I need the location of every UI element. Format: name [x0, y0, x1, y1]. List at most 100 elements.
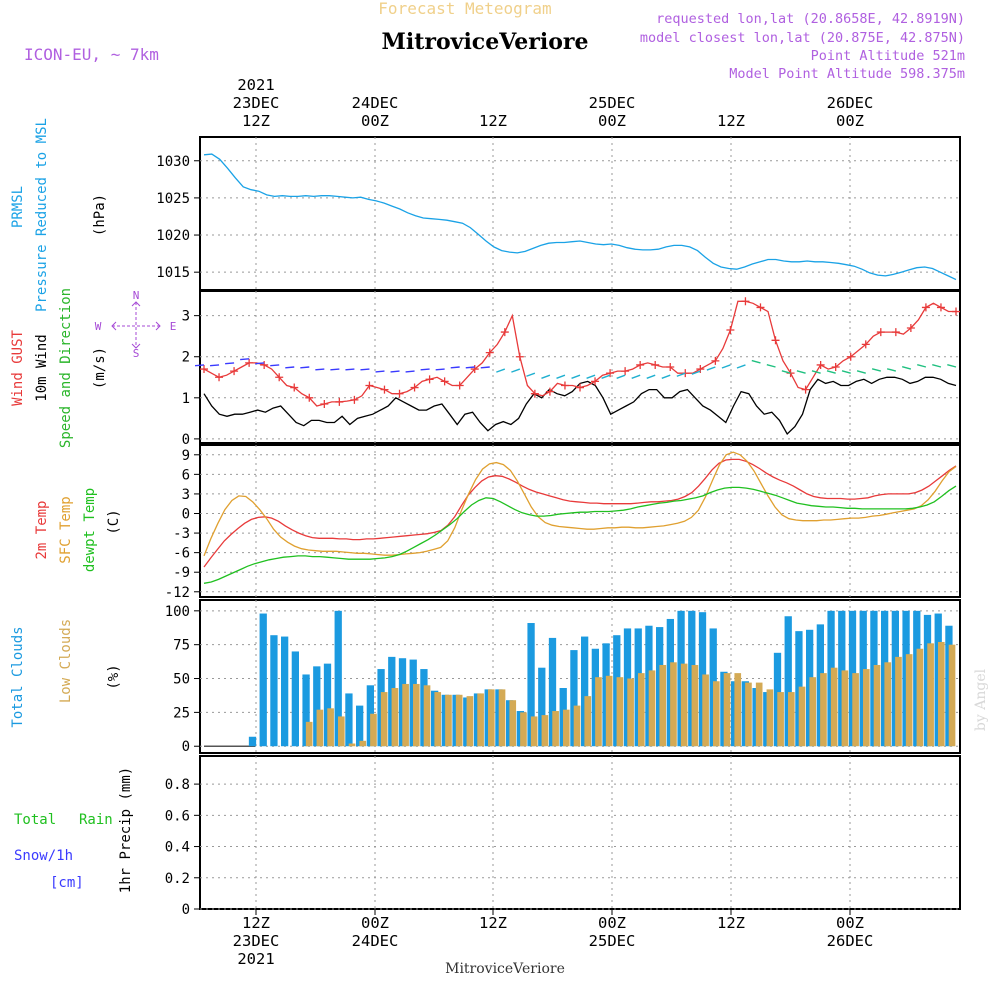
low-cloud-bar — [841, 670, 849, 747]
ytick-label: -12 — [165, 585, 190, 601]
wind-direction-arrow — [225, 362, 235, 365]
wind-direction-arrow — [435, 368, 445, 371]
gust-marker — [846, 352, 855, 361]
bottom-time-label: 24DEC — [352, 932, 399, 950]
wind-direction-arrow — [480, 366, 490, 369]
wind-direction-arrow — [210, 364, 220, 367]
rain-label: Rain — [79, 812, 113, 828]
wind-direction-arrow — [856, 370, 866, 374]
ytick-label: 1 — [182, 391, 190, 407]
total-cloud-bar — [548, 637, 557, 747]
bottom-time-label: 12Z — [242, 914, 270, 932]
wind-direction-arrow — [330, 368, 340, 371]
low-cloud-bar — [830, 667, 838, 747]
gust-marker — [530, 389, 539, 398]
wind-direction-arrow — [886, 368, 897, 372]
wind-speed-line — [203, 376, 957, 436]
low-cloud-bar — [755, 682, 763, 747]
wind-direction-arrow — [691, 370, 701, 375]
low-cloud-bar — [809, 677, 817, 747]
wind-direction-arrow — [270, 364, 280, 367]
gust-marker — [906, 323, 915, 332]
ytick-label: 3 — [182, 309, 190, 325]
ytick-label: 100 — [165, 604, 190, 620]
low-cloud-bar — [530, 716, 538, 747]
wind-direction-arrow — [345, 368, 355, 371]
wind-direction-arrow — [586, 374, 596, 379]
gust-marker — [200, 365, 208, 374]
snow-unit-label: [cm] — [50, 875, 84, 891]
location-title: MitroviceVeriore — [382, 29, 589, 55]
low-cloud-bar — [734, 673, 742, 747]
low-cloud-bar — [541, 715, 549, 747]
low-cloud-bar — [713, 681, 720, 747]
precip-panel-label: Total Rain Snow/1h [cm] 1hr Precip (mm) — [14, 767, 134, 893]
top-time-label: 24DEC — [352, 94, 399, 112]
sfc-temp-line — [203, 451, 957, 557]
gust-marker — [891, 328, 900, 337]
ytick-label: -3 — [173, 526, 190, 542]
wind-direction-arrow — [766, 363, 776, 368]
total-cloud-bar — [313, 666, 321, 747]
top-time-label: 12Z — [242, 112, 270, 130]
panel-3: -12 -9 -6 -3 0 3 6 9 — [165, 444, 961, 601]
gust-marker — [861, 340, 870, 349]
low-cloud-bar — [905, 654, 913, 747]
compass-w: W — [95, 320, 102, 333]
panel-frame — [199, 444, 961, 598]
ytick-label: 0 — [182, 432, 190, 448]
top-time-label: 00Z — [598, 112, 626, 130]
gust-marker — [545, 387, 554, 396]
total-rain-label: Total — [14, 812, 56, 828]
prmsl-label: PRMSL — [10, 186, 26, 228]
total-cloud-bar — [259, 613, 267, 747]
wind-direction-arrow — [450, 366, 460, 369]
total-cloud-bar — [527, 623, 535, 747]
low-cloud-bar — [573, 705, 581, 747]
requested-coords: requested lon,lat (20.8658E, 42.8919N) — [656, 11, 965, 27]
low-cloud-bar — [916, 648, 924, 747]
bottom-time-label: 26DEC — [827, 932, 874, 950]
gust-marker — [485, 348, 494, 357]
gust-marker — [560, 381, 569, 390]
low-cloud-bar — [413, 683, 420, 747]
total-cloud-bar — [581, 636, 589, 747]
temp-unit-label: (C) — [106, 509, 122, 534]
gust-marker — [410, 383, 419, 392]
bottom-time-label: 23DEC — [233, 932, 280, 950]
low-cloud-bar — [938, 641, 945, 747]
wind-direction-arrow — [706, 366, 716, 371]
wind-direction-arrow — [255, 362, 265, 365]
low-cloud-bar — [884, 662, 892, 747]
low-cloud-bar — [702, 674, 709, 747]
top-time-label: 00Z — [836, 112, 864, 130]
gust-marker — [936, 303, 945, 312]
pressure-unit-label: (hPa) — [92, 194, 108, 236]
t2m-label: 2m Temp — [34, 500, 50, 559]
gust-marker — [651, 360, 660, 369]
bottom-time-label: 12Z — [479, 914, 507, 932]
wind-direction-arrow — [781, 370, 791, 374]
wind-direction-arrow — [932, 363, 942, 368]
wind-direction-arrow — [661, 374, 671, 379]
wind-direction-arrow — [736, 364, 746, 369]
wind-direction-arrow — [390, 370, 400, 373]
product-title: Forecast Meteogram — [378, 0, 551, 18]
low-cloud-bar — [584, 696, 592, 747]
wind-direction-arrow — [465, 366, 475, 369]
gust-marker — [576, 383, 584, 392]
gust-marker — [515, 352, 524, 361]
low-cloud-bar — [595, 677, 602, 747]
wind-direction-arrow — [676, 372, 686, 377]
gust-marker — [290, 383, 299, 392]
low-cloud-bar — [820, 673, 827, 747]
ytick-label: 0 — [182, 739, 190, 755]
wind-direction-arrow — [571, 374, 581, 379]
gust-marker — [921, 303, 930, 312]
low-cloud-bar — [498, 689, 506, 747]
ytick-label: 1015 — [156, 265, 190, 281]
low-cloud-bar — [391, 688, 399, 747]
gust-marker — [756, 303, 765, 312]
wind-direction-arrow — [631, 374, 641, 379]
